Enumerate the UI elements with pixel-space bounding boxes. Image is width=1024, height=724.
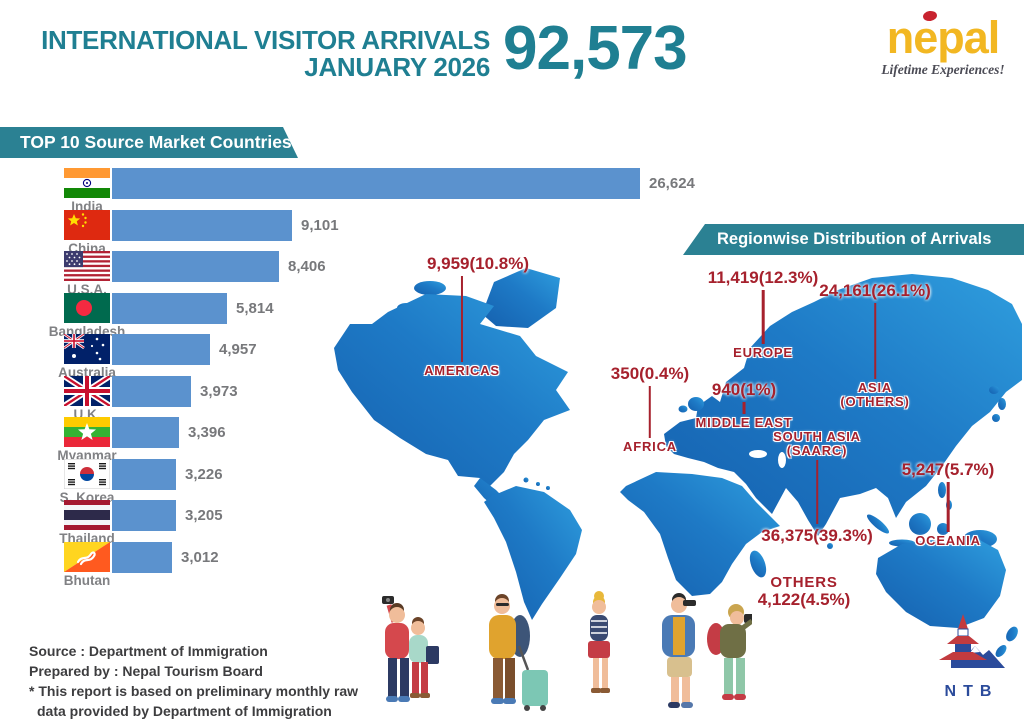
regionwise-banner: Regionwise Distribution of Arrivals — [683, 224, 1024, 255]
world-map-illustration — [334, 268, 1022, 657]
regionwise-banner-label: Regionwise Distribution of Arrivals — [717, 230, 992, 248]
region-name: ASIA (OTHERS) — [840, 380, 910, 409]
region-value: 5,247(5.7%) — [901, 460, 995, 479]
uk-flag-icon — [64, 376, 110, 406]
bar-value: 3,012 — [181, 549, 219, 566]
bar-australia — [112, 334, 210, 365]
country-label: Bhutan — [63, 573, 111, 588]
table-row: India 26,624 — [64, 168, 744, 214]
region-others: OTHERS 4,122(4.5%) — [757, 574, 851, 610]
bangladesh-flag-icon — [64, 293, 110, 323]
bar-bangladesh — [112, 293, 227, 324]
bar-india — [112, 168, 640, 199]
callout-line — [648, 386, 652, 438]
title-line-1: INTERNATIONAL VISITOR ARRIVALS — [41, 25, 490, 55]
bar-value: 3,973 — [200, 383, 238, 400]
bar-myanmar — [112, 417, 179, 448]
region-oceania: 5,247(5.7%) OCEANIA — [902, 460, 995, 548]
nepal-logo-wordmark: nepal — [887, 10, 1000, 60]
region-name: OCEANIA — [915, 533, 981, 548]
bar-usa — [112, 251, 279, 282]
ntb-logo: NTB — [922, 610, 1014, 701]
callout-line — [742, 402, 746, 414]
total-arrivals-value: 92,573 — [503, 14, 688, 83]
region-name: OTHERS — [770, 574, 838, 591]
callout-line — [815, 460, 819, 524]
table-row: U.K. 3,973 — [64, 376, 744, 422]
region-value: 350(0.4%) — [610, 364, 690, 383]
region-south-asia-saarc: SOUTH ASIA (SAARC) 36,375(39.3%) — [761, 430, 873, 546]
bhutan-flag-icon — [64, 542, 110, 572]
region-value: 940(1%) — [711, 380, 777, 399]
top10-banner: TOP 10 Source Market Countries — [0, 127, 298, 158]
title-line-2: JANUARY 2026 — [304, 52, 490, 82]
bar-uk — [112, 376, 191, 407]
callout-line — [460, 276, 464, 362]
tourists-illustration — [382, 591, 752, 711]
region-name: AFRICA — [623, 439, 677, 454]
china-flag-icon — [64, 210, 110, 240]
bar-china — [112, 210, 292, 241]
top10-bar-chart: India 26,624 China 9,101 — [49, 168, 744, 588]
region-africa: 350(0.4%) AFRICA — [611, 364, 689, 454]
disclaimer-note: * This report is based on preliminary mo… — [29, 683, 359, 719]
source-line: Source : Department of Immigration — [29, 643, 268, 659]
region-value: 9,959(10.8%) — [426, 254, 530, 273]
ntb-pagoda-icon — [939, 614, 1005, 668]
thailand-flag-icon — [64, 500, 110, 530]
south-korea-flag-icon — [64, 459, 110, 489]
callout-line — [873, 303, 877, 379]
bar-thailand — [112, 500, 176, 531]
table-row: Australia 4,957 — [58, 334, 744, 380]
region-name: SOUTH ASIA (SAARC) — [773, 429, 861, 458]
australia-flag-icon — [64, 334, 110, 364]
bar-value: 9,101 — [301, 217, 339, 234]
nepal-logo-tagline: Lifetime Experiences! — [881, 62, 1005, 77]
bar-value: 4,957 — [219, 341, 257, 358]
callout-line — [946, 482, 950, 532]
bar-south-korea — [112, 459, 176, 490]
bar-value: 3,396 — [188, 424, 226, 441]
table-row: China 9,101 — [64, 210, 744, 256]
region-americas: 9,959(10.8%) AMERICAS — [411, 254, 529, 378]
world-map: 9,959(10.8%) AMERICAS 11,419(12.3%) EURO… — [330, 254, 1024, 662]
region-value: 36,375(39.3%) — [761, 526, 873, 545]
region-value: 11,419(12.3%) — [707, 268, 819, 287]
callout-line — [761, 290, 765, 344]
bar-value: 8,406 — [288, 258, 326, 275]
region-asia-others: 24,161(26.1%) ASIA (OTHERS) — [819, 281, 931, 409]
bar-value: 5,814 — [236, 300, 274, 317]
bar-value: 3,226 — [185, 466, 223, 483]
region-value: 24,161(26.1%) — [819, 281, 931, 300]
region-value: 4,122(4.5%) — [757, 590, 851, 609]
top10-banner-label: TOP 10 Source Market Countries — [20, 132, 292, 152]
table-row: Thailand 3,205 — [59, 500, 744, 546]
bar-bhutan — [112, 542, 172, 573]
table-row: Bhutan 3,012 — [64, 542, 744, 588]
region-name: MIDDLE EAST — [695, 415, 793, 430]
myanmar-flag-icon — [64, 417, 110, 447]
ntb-logo-text: NTB — [944, 683, 999, 700]
india-flag-icon — [64, 168, 110, 198]
page-title: INTERNATIONAL VISITOR ARRIVALS JANUARY 2… — [18, 27, 490, 81]
nepal-logo-text: nepal — [886, 12, 1001, 63]
region-name: AMERICAS — [424, 363, 500, 378]
footer-notes: Source : Department of Immigration Prepa… — [29, 641, 381, 721]
prepared-line: Prepared by : Nepal Tourism Board — [29, 663, 263, 679]
region-middle-east: 940(1%) MIDDLE EAST — [696, 380, 793, 430]
region-europe: 11,419(12.3%) EUROPE — [708, 268, 819, 360]
usa-flag-icon — [64, 251, 110, 281]
region-name: EUROPE — [733, 345, 793, 360]
nepal-tourism-logo: nepal Lifetime Experiences! — [868, 10, 1018, 78]
bar-value: 3,205 — [185, 507, 223, 524]
bar-value: 26,624 — [649, 175, 695, 192]
